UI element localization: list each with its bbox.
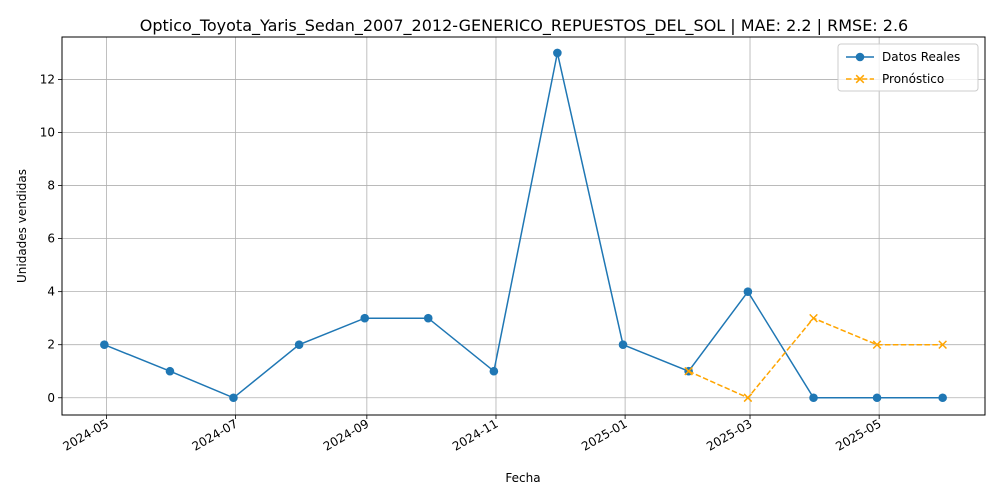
data-point [360, 313, 370, 323]
data-point [294, 340, 304, 350]
data-point [684, 366, 693, 376]
data-point [872, 393, 882, 403]
data-point [743, 287, 753, 296]
data-point [938, 340, 947, 350]
x-axis-label: Fecha [505, 471, 540, 485]
legend-label: Pronóstico [882, 72, 944, 86]
legend-label: Datos Reales [882, 50, 960, 64]
x-axis: 2024-05 2024-07 2024-09 2024-11 2025-01 2025-… [61, 415, 884, 454]
series-layer [100, 48, 947, 403]
x-tick-label: 2024-11 [450, 416, 500, 453]
legend: Datos Reales Pronóstico [837, 43, 979, 92]
y-tick-label: 8 [47, 179, 55, 193]
y-tick-label: 4 [47, 285, 55, 299]
data-point [872, 340, 882, 350]
y-axis-label: Unidades vendidas [15, 169, 29, 283]
data-point [809, 313, 818, 323]
series-line-0 [104, 52, 943, 399]
data-point [229, 393, 238, 403]
x-tick-label: 2024-05 [61, 416, 111, 453]
chart-title: Optico_Toyota_Yaris_Sedan_2007_2012-GENE… [140, 16, 908, 36]
y-axis: 0 2 4 6 8 10 12 [40, 72, 62, 405]
grid-lines [62, 37, 985, 415]
y-tick-label: 10 [40, 125, 55, 139]
data-point [809, 393, 818, 403]
data-point [423, 313, 433, 323]
x-tick-label: 2025-03 [704, 416, 754, 453]
data-point [100, 340, 109, 350]
data-point [489, 366, 499, 376]
x-tick-label: 2025-01 [579, 416, 629, 453]
data-point [618, 340, 628, 350]
y-tick-label: 0 [47, 391, 55, 405]
legend-marker [855, 52, 865, 62]
x-tick-label: 2024-07 [190, 416, 240, 453]
data-point [165, 366, 175, 376]
plot-area [61, 36, 986, 416]
x-tick-label: 2024-09 [321, 416, 371, 453]
x-tick-label: 2025-05 [833, 416, 883, 453]
legend-marker [855, 74, 865, 84]
series-line-1 [688, 317, 943, 399]
y-tick-label: 2 [47, 338, 55, 352]
data-point [553, 48, 562, 58]
y-tick-label: 6 [47, 232, 55, 246]
data-point [938, 393, 947, 403]
data-point [743, 393, 753, 403]
y-tick-label: 12 [40, 72, 55, 86]
